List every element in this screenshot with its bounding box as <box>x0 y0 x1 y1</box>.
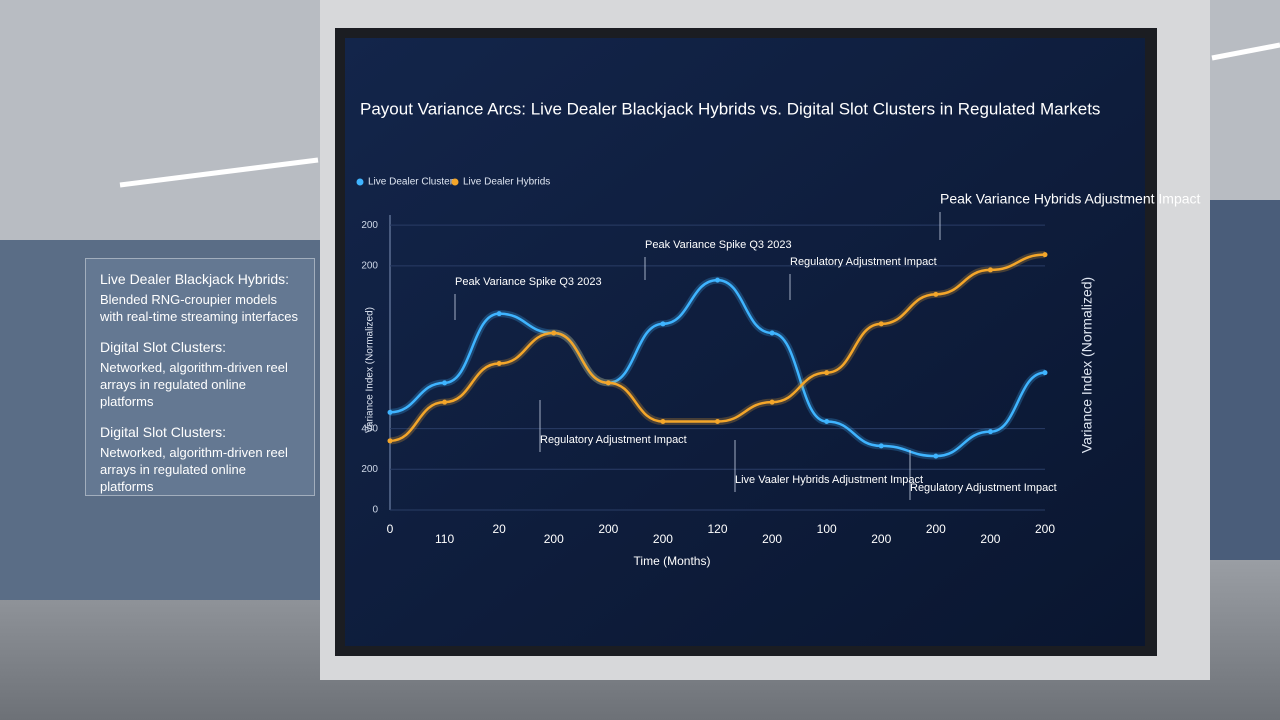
point <box>987 267 993 273</box>
y-tick-label: 200 <box>361 261 378 272</box>
legend-swatch <box>451 178 459 186</box>
point <box>769 330 775 336</box>
point <box>933 291 939 297</box>
point <box>605 380 611 386</box>
point <box>387 438 393 444</box>
x-tick-label: 200 <box>1035 522 1055 536</box>
point <box>878 443 884 449</box>
y-tick-label: 200 <box>361 464 378 475</box>
point <box>824 370 830 376</box>
annotation: Live Vaaler Hybrids Adjustment Impact <box>735 474 923 486</box>
point <box>987 429 993 435</box>
x-tick-label: 100 <box>817 522 837 536</box>
point <box>496 361 502 367</box>
legend-label: Live Dealer Clusters <box>368 177 458 188</box>
x-tick-label: 200 <box>598 522 618 536</box>
screen <box>345 38 1145 646</box>
point <box>878 321 884 327</box>
x-tick-label: 0 <box>387 522 394 536</box>
point <box>1042 252 1048 258</box>
x-axis-label: Time (Months) <box>634 554 711 568</box>
x-tick-label: 200 <box>926 522 946 536</box>
y-tick-label: 0 <box>372 505 378 516</box>
point <box>933 453 939 459</box>
point <box>496 311 502 317</box>
point <box>715 419 720 424</box>
y-tick-label: 400 <box>361 423 378 434</box>
x-tick-label: 20 <box>492 522 506 536</box>
panel-heading: Digital Slot Clusters: <box>100 339 227 355</box>
point <box>660 419 666 424</box>
y-tick-label: 200 <box>361 220 378 231</box>
point <box>715 277 720 283</box>
point <box>442 380 448 386</box>
window <box>1210 200 1280 560</box>
annotation: Regulatory Adjustment Impact <box>910 482 1057 494</box>
x-tick-label: 200 <box>544 532 564 546</box>
ceiling-light <box>1211 42 1280 61</box>
x-tick-label: 200 <box>980 532 1000 546</box>
annotation: Regulatory Adjustment Impact <box>540 434 687 446</box>
point <box>824 419 830 424</box>
x-tick-label: 120 <box>707 522 727 536</box>
point <box>769 399 775 405</box>
chart: Payout Variance Arcs: Live Dealer Blackj… <box>356 99 1201 568</box>
panel-text: Networked, algorithm-driven reel arrays … <box>100 360 288 409</box>
chart-title: Payout Variance Arcs: Live Dealer Blackj… <box>360 99 1100 118</box>
panel-text: Networked, algorithm-driven reel arrays … <box>100 445 288 494</box>
panel-heading: Digital Slot Clusters: <box>100 424 227 440</box>
point <box>442 399 448 405</box>
annotation: Peak Variance Spike Q3 2023 <box>645 239 792 251</box>
panel-text: Blended RNG-croupier models with real-ti… <box>100 292 298 324</box>
y2-axis-label: Variance Index (Normalized) <box>1079 277 1095 453</box>
x-tick-label: 110 <box>435 532 454 546</box>
point <box>387 409 393 415</box>
window <box>0 240 320 600</box>
annotation: Regulatory Adjustment Impact <box>790 256 937 268</box>
annotation: Peak Variance Spike Q3 2023 <box>455 276 602 288</box>
panel-heading: Live Dealer Blackjack Hybrids: <box>100 271 290 287</box>
x-tick-label: 200 <box>871 532 891 546</box>
point <box>660 321 666 327</box>
x-tick-label: 200 <box>762 532 782 546</box>
point <box>551 330 557 336</box>
y-axis-label: Variance Index (Normalized) <box>365 307 376 433</box>
annotation: Peak Variance Hybrids Adjustment Impact <box>940 191 1201 207</box>
point <box>1042 370 1048 376</box>
side-panel: Live Dealer Blackjack Hybrids: Blended RN… <box>85 258 315 496</box>
legend-swatch <box>356 178 364 186</box>
legend-label: Live Dealer Hybrids <box>463 177 550 188</box>
ceiling-light <box>119 157 319 188</box>
x-tick-label: 200 <box>653 532 673 546</box>
